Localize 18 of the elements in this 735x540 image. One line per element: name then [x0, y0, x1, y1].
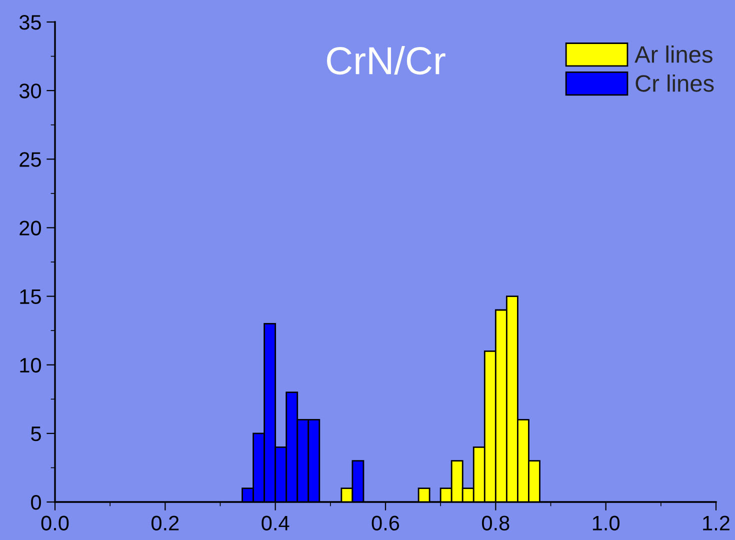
y-tick-label: 25: [20, 152, 41, 167]
chart-title: CrN/Cr: [326, 46, 446, 75]
y-tick-label: 5: [31, 426, 41, 442]
x-tick-label: 1.0: [592, 516, 620, 530]
y-tick-label: 0: [31, 495, 41, 510]
x-tick-label: 1.2: [703, 516, 730, 530]
legend-label: Ar lines: [634, 46, 712, 63]
y-tick-label: 20: [20, 220, 41, 236]
x-tick-label: 0.8: [482, 516, 510, 530]
x-tick-label: 0.0: [41, 516, 69, 530]
x-tick-label: 0.4: [262, 516, 290, 530]
y-tick-label: 10: [20, 358, 41, 373]
x-tick-label: 0.2: [152, 516, 179, 530]
y-tick-label: 30: [19, 84, 41, 98]
x-tick-label: 0.6: [372, 516, 400, 530]
y-tick-label: 35: [19, 15, 41, 30]
legend-label: Cr lines: [636, 74, 714, 92]
y-tick-label: 15: [20, 290, 41, 304]
